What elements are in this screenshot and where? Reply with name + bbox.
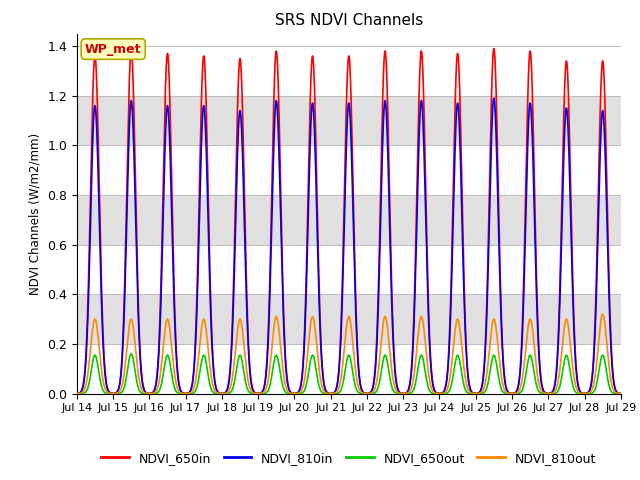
Bar xyxy=(77,96,621,145)
Bar xyxy=(77,195,621,245)
Text: WP_met: WP_met xyxy=(85,43,141,56)
Y-axis label: NDVI Channels (W/m2/mm): NDVI Channels (W/m2/mm) xyxy=(29,132,42,295)
Legend: NDVI_650in, NDVI_810in, NDVI_650out, NDVI_810out: NDVI_650in, NDVI_810in, NDVI_650out, NDV… xyxy=(96,447,602,469)
Bar xyxy=(77,294,621,344)
Title: SRS NDVI Channels: SRS NDVI Channels xyxy=(275,13,423,28)
